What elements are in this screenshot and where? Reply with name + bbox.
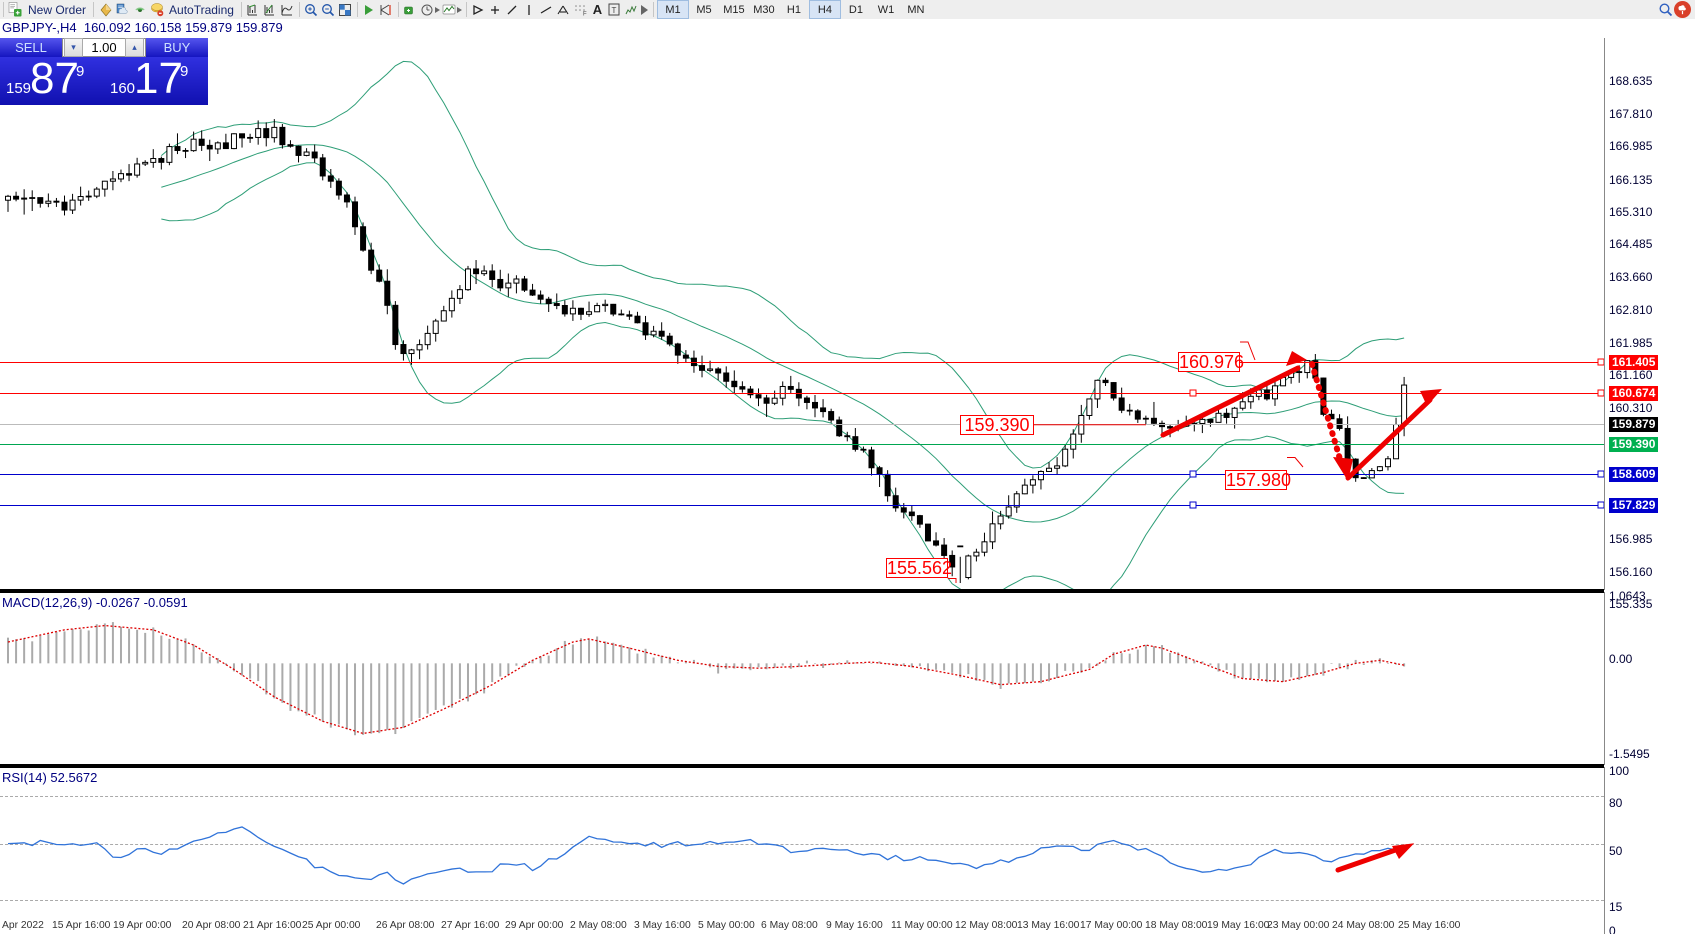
svg-text:T: T [612,6,617,15]
svg-text:F: F [583,11,587,17]
